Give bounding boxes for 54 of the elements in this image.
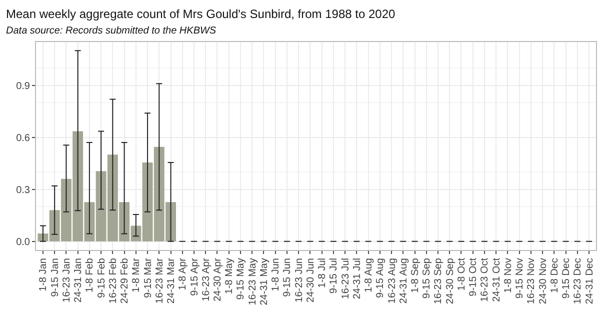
x-tick-label: 24-30 Jun <box>305 258 316 302</box>
x-tick-label: 1-8 Feb <box>84 258 96 292</box>
x-tick-label: 24-29 Feb <box>120 258 131 304</box>
x-tick-label: 24-30 Apr <box>212 257 224 302</box>
x-tick-label: 16-23 Feb <box>108 258 119 304</box>
y-tick-label: 0.3 <box>16 184 30 196</box>
x-tick-label: 16-23 Mar <box>154 257 166 304</box>
x-tick-label: 24-31 Aug <box>398 258 410 304</box>
x-tick-label: 9-15 Sep <box>422 258 433 299</box>
x-tick-label: 16-23 Aug <box>386 258 398 304</box>
x-tick-label: 24-31 May <box>258 258 270 306</box>
x-tick-label: 24-31 Jan <box>73 258 84 302</box>
chart-title: Mean weekly aggregate count of Mrs Gould's Sunbird, from 1988 to 2020 <box>6 7 396 22</box>
x-tick-label: 16-23 May <box>247 258 258 306</box>
x-tick-label: 24-30 Nov <box>538 258 549 304</box>
x-tick-label: 1-8 Aug <box>364 258 375 292</box>
x-tick-label: 16-23 Jun <box>294 258 305 302</box>
x-tick-label: 9-15 Mar <box>142 257 154 298</box>
x-tick-label: 1-8 Dec <box>549 258 560 294</box>
x-tick-label: 9-15 Nov <box>514 258 526 299</box>
x-tick-label: 1-8 Oct <box>456 258 468 291</box>
x-tick-label: 16-23 Nov <box>526 258 538 304</box>
x-tick-label: 9-15 Dec <box>561 258 572 299</box>
x-tick-label: 9-15 Aug <box>375 258 386 298</box>
x-tick-label: 16-23 Jul <box>340 258 352 300</box>
x-tick-label: 24-31 Oct <box>491 258 502 302</box>
x-tick-label: 1-8 Nov <box>502 258 514 294</box>
x-tick-label: 24-31 Mar <box>166 257 178 304</box>
x-tick-label: 1-8 Jul <box>317 258 328 288</box>
y-tick-label: 0.9 <box>16 80 30 92</box>
chart-subtitle: Data source: Records submitted to the HKBWS <box>6 26 216 37</box>
x-tick-label: 16-23 Sep <box>433 258 444 304</box>
x-tick-label: 16-23 Dec <box>572 258 584 304</box>
x-tick-label: 1-8 Sep <box>410 258 422 294</box>
x-tick-label: 1-8 Jan <box>38 258 50 292</box>
x-tick-label: 1-8 Jun <box>270 258 282 292</box>
x-tick-label: 24-31 Jul <box>352 258 363 300</box>
x-tick-label: 9-15 Jun <box>282 258 294 297</box>
x-tick-label: 16-23 Apr <box>200 257 212 302</box>
x-tick-label: 24-30 Sep <box>444 258 456 304</box>
x-tick-label: 24-31 Dec <box>584 258 596 304</box>
y-tick-label: 0.0 <box>16 236 30 248</box>
x-tick-label: 16-23 Jan <box>61 258 72 302</box>
x-tick-label: 16-23 Oct <box>480 258 491 302</box>
x-tick-label: 9-15 Jan <box>50 258 61 297</box>
x-tick-label: 9-15 Apr <box>189 257 200 296</box>
x-tick-label: 9-15 Feb <box>96 258 108 298</box>
x-tick-label: 1-8 Apr <box>178 257 189 290</box>
x-tick-label: 9-15 Jul <box>328 258 340 294</box>
x-tick-label: 1-8 Mar <box>131 257 142 292</box>
y-tick-label: 0.6 <box>16 132 30 144</box>
x-tick-label: 9-15 May <box>236 258 247 300</box>
x-tick-label: 9-15 Oct <box>468 258 480 296</box>
x-tick-label: 1-8 May <box>224 258 236 294</box>
